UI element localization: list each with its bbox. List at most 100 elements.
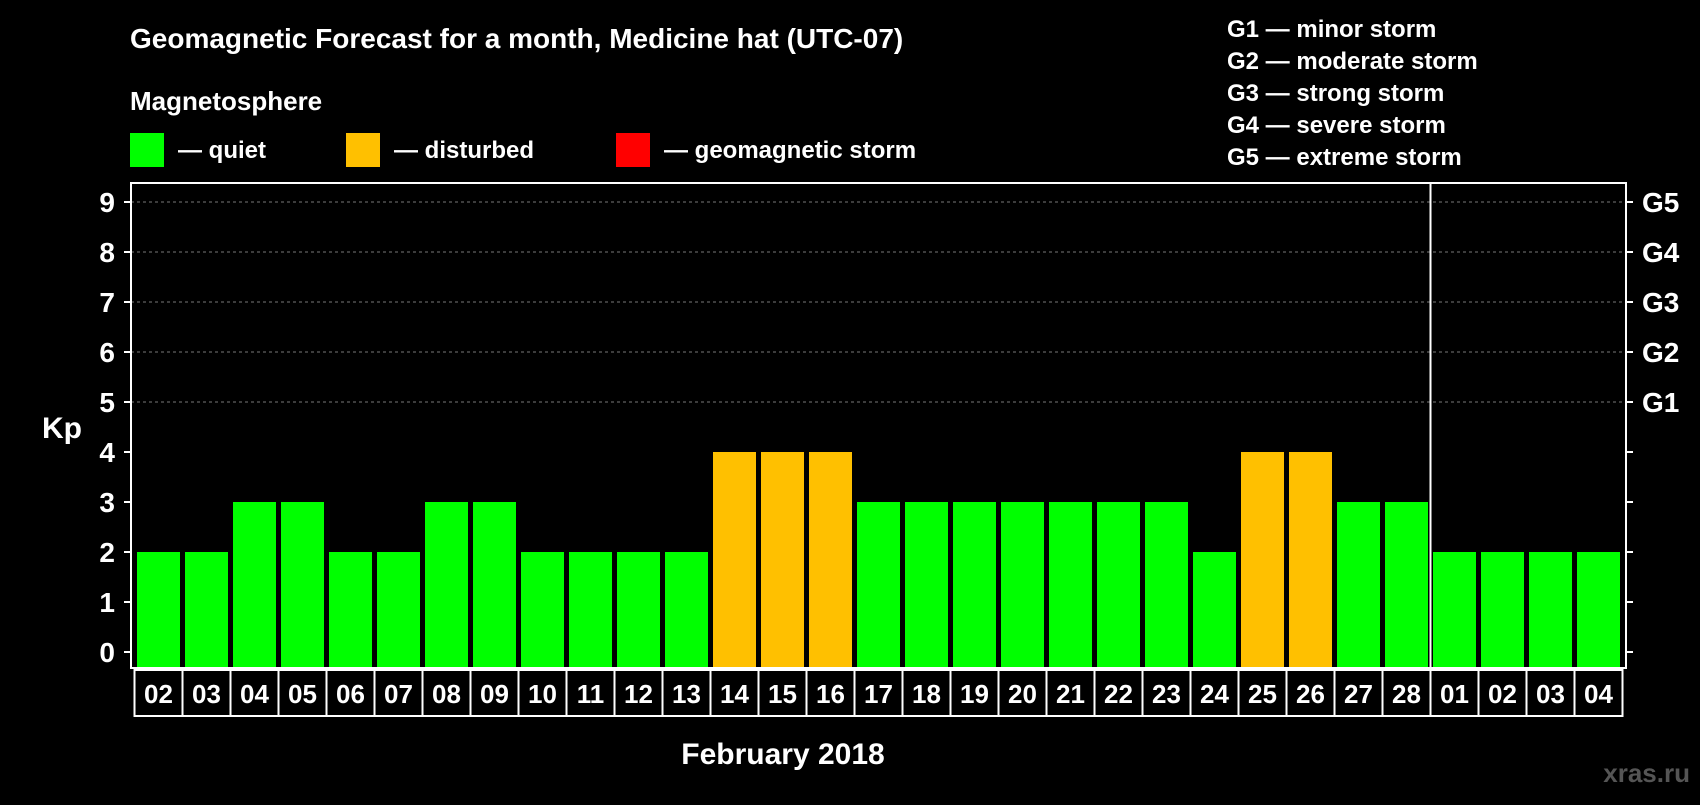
x-tick-label: 16 [816, 679, 845, 709]
bar [185, 552, 228, 667]
x-tick-label: 28 [1392, 679, 1421, 709]
x-tick-label: 04 [240, 679, 269, 709]
legend-swatch [130, 133, 164, 167]
x-tick-label: 11 [577, 679, 605, 709]
storm-scale-item: G4 — severe storm [1227, 112, 1446, 139]
bar [1289, 452, 1332, 667]
y-axis-label: Kp [42, 412, 82, 445]
x-tick-label: 09 [480, 679, 509, 709]
legend-swatch [346, 133, 380, 167]
x-tick-label: 23 [1152, 679, 1181, 709]
bar [713, 452, 756, 667]
x-tick-label: 07 [384, 679, 413, 709]
x-axis-label: February 2018 [681, 738, 884, 771]
y-tick-label: 9 [99, 187, 115, 218]
x-tick-label: 15 [768, 679, 797, 709]
bar [1577, 552, 1620, 667]
bar [521, 552, 564, 667]
bar [1097, 502, 1140, 667]
bar [857, 502, 900, 667]
y-axis: 0 1 2 3 4 5 6 7 8 9 [99, 187, 1633, 668]
y-tick-label: 3 [99, 487, 115, 518]
x-tick-label: 27 [1344, 679, 1373, 709]
bar [329, 552, 372, 667]
bar [1529, 552, 1572, 667]
bar [1337, 502, 1380, 667]
x-tick-label: 21 [1056, 679, 1085, 709]
legend-label: — geomagnetic storm [664, 137, 916, 164]
y-tick-label: 5 [99, 387, 115, 418]
bar [1241, 452, 1284, 667]
legend-swatch [616, 133, 650, 167]
x-tick-label: 03 [1536, 679, 1565, 709]
watermark: xras.ru [1603, 758, 1690, 788]
bar [377, 552, 420, 667]
x-tick-label: 10 [528, 679, 557, 709]
storm-scale-legend: G1 — minor storm G2 — moderate storm G3 — … [1227, 16, 1478, 171]
bar [1193, 552, 1236, 667]
x-tick-label: 05 [288, 679, 317, 709]
y-tick-label: 7 [99, 287, 115, 318]
x-tick-label: 02 [144, 679, 173, 709]
bar [1433, 552, 1476, 667]
bar [953, 502, 996, 667]
storm-scale-item: G2 — moderate storm [1227, 48, 1478, 75]
x-axis-date-boxes: 02 03 04 05 06 07 08 09 10 11 12 13 14 15 16 17 18 19 20 21… [133, 669, 1624, 717]
x-tick-label: 14 [720, 679, 749, 709]
x-tick-label: 01 [1440, 679, 1469, 709]
y-tick-label: 2 [99, 537, 115, 568]
g-scale-label: G4 [1642, 237, 1680, 268]
g-scale-axis: G1 G2 G3 G4 G5 [1642, 187, 1680, 418]
bar [425, 502, 468, 667]
bar [1385, 502, 1428, 667]
g-scale-label: G2 [1642, 337, 1679, 368]
bar [281, 502, 324, 667]
legend: — quiet — disturbed — geomagnetic storm [130, 133, 916, 167]
x-tick-label: 24 [1200, 679, 1229, 709]
x-tick-label: 12 [624, 679, 653, 709]
legend-label: — quiet [178, 137, 266, 164]
legend-title: Magnetosphere [130, 86, 322, 116]
x-tick-label: 06 [336, 679, 365, 709]
bar [569, 552, 612, 667]
x-tick-label: 18 [912, 679, 941, 709]
y-tick-label: 1 [99, 587, 115, 618]
bar [473, 502, 516, 667]
bar [665, 552, 708, 667]
storm-scale-item: G3 — strong storm [1227, 80, 1444, 107]
storm-scale-item: G1 — minor storm [1227, 16, 1436, 43]
plot-area [130, 182, 1627, 669]
storm-scale-item: G5 — extreme storm [1227, 144, 1462, 171]
bar [137, 552, 180, 667]
x-tick-label: 20 [1008, 679, 1037, 709]
g-scale-label: G1 [1642, 387, 1679, 418]
bar [1145, 502, 1188, 667]
gridlines [131, 201, 1626, 403]
x-tick-label: 19 [960, 679, 989, 709]
chart-title: Geomagnetic Forecast for a month, Medici… [130, 23, 903, 54]
y-tick-label: 6 [99, 337, 115, 368]
x-tick-label: 25 [1248, 679, 1277, 709]
x-tick-label: 02 [1488, 679, 1517, 709]
bar [233, 502, 276, 667]
g-scale-label: G5 [1642, 187, 1679, 218]
x-tick-label: 08 [432, 679, 461, 709]
x-tick-label: 03 [192, 679, 221, 709]
x-tick-label: 04 [1584, 679, 1613, 709]
y-tick-label: 8 [99, 237, 115, 268]
y-tick-label: 0 [99, 637, 115, 668]
bars [137, 183, 1620, 668]
bar [1049, 502, 1092, 667]
date-box [1573, 669, 1624, 717]
bar [809, 452, 852, 667]
x-tick-label: 22 [1104, 679, 1133, 709]
bar [905, 502, 948, 667]
bar [1481, 552, 1524, 667]
bar [617, 552, 660, 667]
legend-label: — disturbed [394, 137, 534, 164]
x-tick-label: 13 [672, 679, 701, 709]
g-scale-label: G3 [1642, 287, 1679, 318]
y-tick-label: 4 [99, 437, 115, 468]
x-tick-label: 17 [864, 679, 893, 709]
